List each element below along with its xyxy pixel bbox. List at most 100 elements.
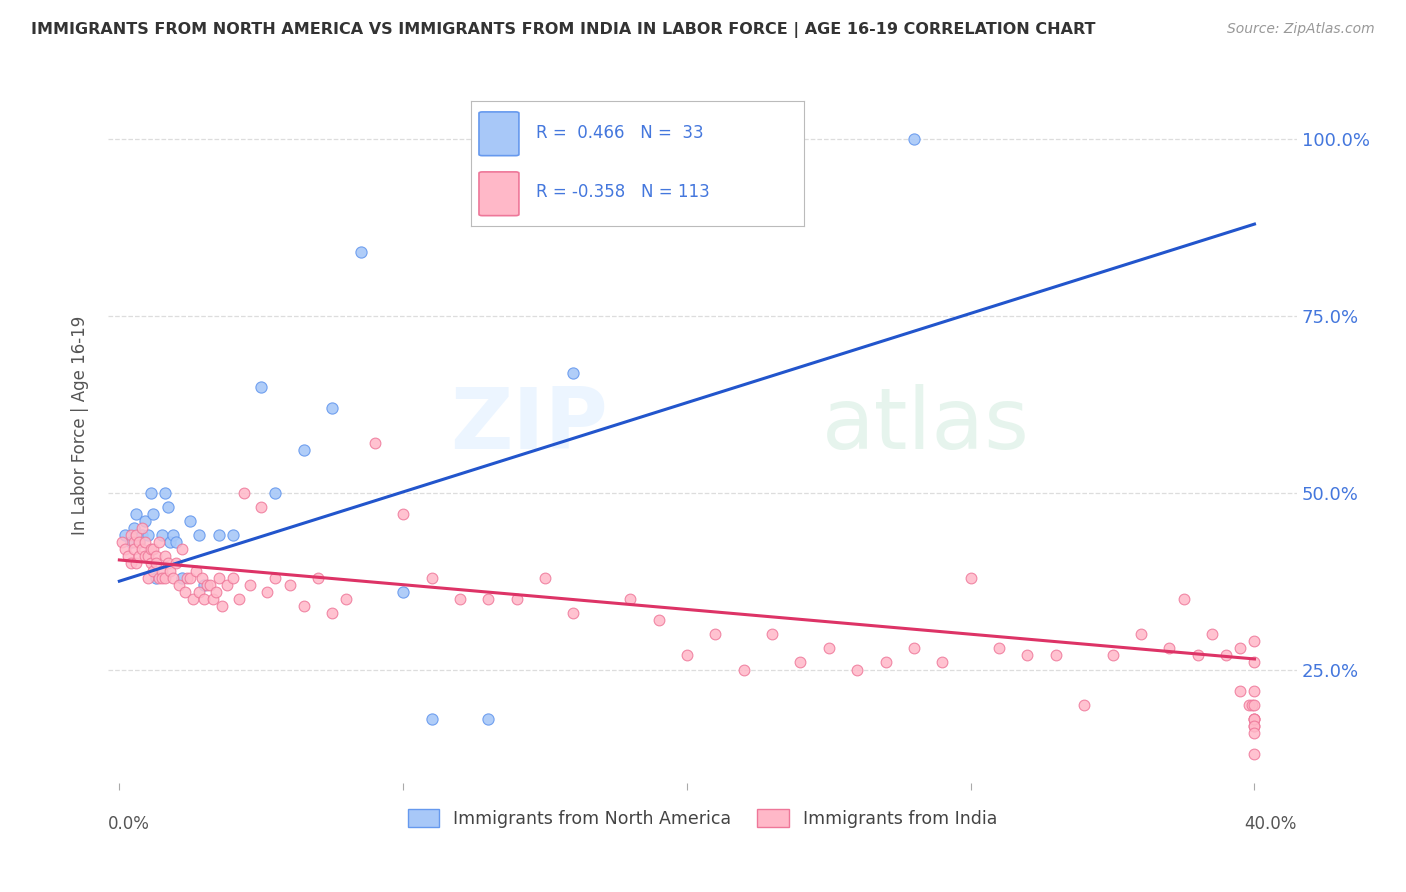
Point: [136, 528, 159, 542]
Point: [704, 627, 727, 641]
Text: Source: ZipAtlas.com: Source: ZipAtlas.com: [1227, 22, 1375, 37]
Point: [125, 557, 148, 571]
Point: [1017, 648, 1039, 663]
Point: [128, 549, 150, 564]
Point: [1237, 698, 1260, 712]
Point: [239, 578, 262, 592]
Point: [187, 584, 209, 599]
Point: [1229, 641, 1251, 656]
Point: [205, 584, 228, 599]
Point: [170, 542, 193, 557]
Point: [148, 571, 170, 585]
Point: [619, 591, 641, 606]
Point: [122, 535, 145, 549]
Point: [1129, 627, 1152, 641]
Point: [128, 535, 150, 549]
Point: [125, 528, 148, 542]
Point: [349, 245, 371, 260]
Point: [534, 571, 557, 585]
Point: [1243, 719, 1265, 733]
Point: [193, 591, 215, 606]
Point: [162, 571, 184, 585]
Point: [181, 591, 204, 606]
Point: [1187, 648, 1209, 663]
Point: [222, 571, 245, 585]
Point: [150, 564, 173, 578]
Point: [1243, 726, 1265, 740]
Point: [120, 535, 142, 549]
Point: [134, 549, 156, 564]
Point: [1159, 641, 1181, 656]
Point: [846, 663, 869, 677]
Point: [392, 584, 415, 599]
Point: [139, 542, 162, 557]
Point: [562, 606, 585, 620]
Point: [173, 584, 195, 599]
Point: [145, 571, 167, 585]
Point: [1243, 656, 1265, 670]
Text: atlas: atlas: [821, 384, 1029, 467]
Point: [1215, 648, 1237, 663]
Point: [142, 564, 165, 578]
Point: [120, 528, 142, 542]
Point: [162, 528, 184, 542]
Point: [733, 663, 755, 677]
Point: [134, 535, 156, 549]
Point: [278, 578, 301, 592]
Point: [145, 549, 167, 564]
Point: [134, 514, 156, 528]
Point: [477, 712, 499, 726]
Point: [170, 571, 193, 585]
Point: [150, 571, 173, 585]
Point: [139, 485, 162, 500]
Legend: Immigrants from North America, Immigrants from India: Immigrants from North America, Immigrant…: [401, 802, 1004, 835]
Point: [131, 542, 153, 557]
Point: [959, 571, 981, 585]
Text: 40.0%: 40.0%: [1244, 815, 1298, 833]
Point: [477, 591, 499, 606]
Point: [150, 528, 173, 542]
Point: [179, 514, 201, 528]
Point: [931, 656, 953, 670]
Point: [250, 380, 273, 394]
Point: [201, 591, 224, 606]
Point: [122, 542, 145, 557]
Point: [131, 528, 153, 542]
Point: [420, 571, 443, 585]
Point: [145, 557, 167, 571]
Point: [505, 591, 527, 606]
Point: [184, 564, 207, 578]
Point: [187, 528, 209, 542]
Point: [1243, 683, 1265, 698]
Point: [114, 528, 136, 542]
Point: [392, 507, 415, 521]
Point: [120, 557, 142, 571]
Point: [256, 584, 278, 599]
Point: [364, 436, 387, 450]
Point: [179, 571, 201, 585]
Point: [136, 549, 159, 564]
Text: ZIP: ZIP: [450, 384, 607, 467]
Point: [647, 613, 669, 627]
Point: [1243, 698, 1265, 712]
Point: [136, 571, 159, 585]
Point: [217, 578, 239, 592]
Point: [139, 557, 162, 571]
Point: [449, 591, 471, 606]
Point: [562, 366, 585, 380]
Point: [1243, 747, 1265, 762]
Point: [208, 571, 231, 585]
Point: [198, 578, 221, 592]
Text: 0.0%: 0.0%: [108, 815, 150, 833]
Point: [264, 485, 287, 500]
Point: [233, 485, 256, 500]
Text: IMMIGRANTS FROM NORTH AMERICA VS IMMIGRANTS FROM INDIA IN LABOR FORCE | AGE 16-1: IMMIGRANTS FROM NORTH AMERICA VS IMMIGRA…: [31, 22, 1095, 38]
Point: [988, 641, 1011, 656]
Point: [307, 571, 329, 585]
Point: [1243, 719, 1265, 733]
Point: [1201, 627, 1223, 641]
Point: [131, 521, 153, 535]
Point: [1243, 712, 1265, 726]
Point: [1073, 698, 1095, 712]
Point: [321, 401, 343, 415]
